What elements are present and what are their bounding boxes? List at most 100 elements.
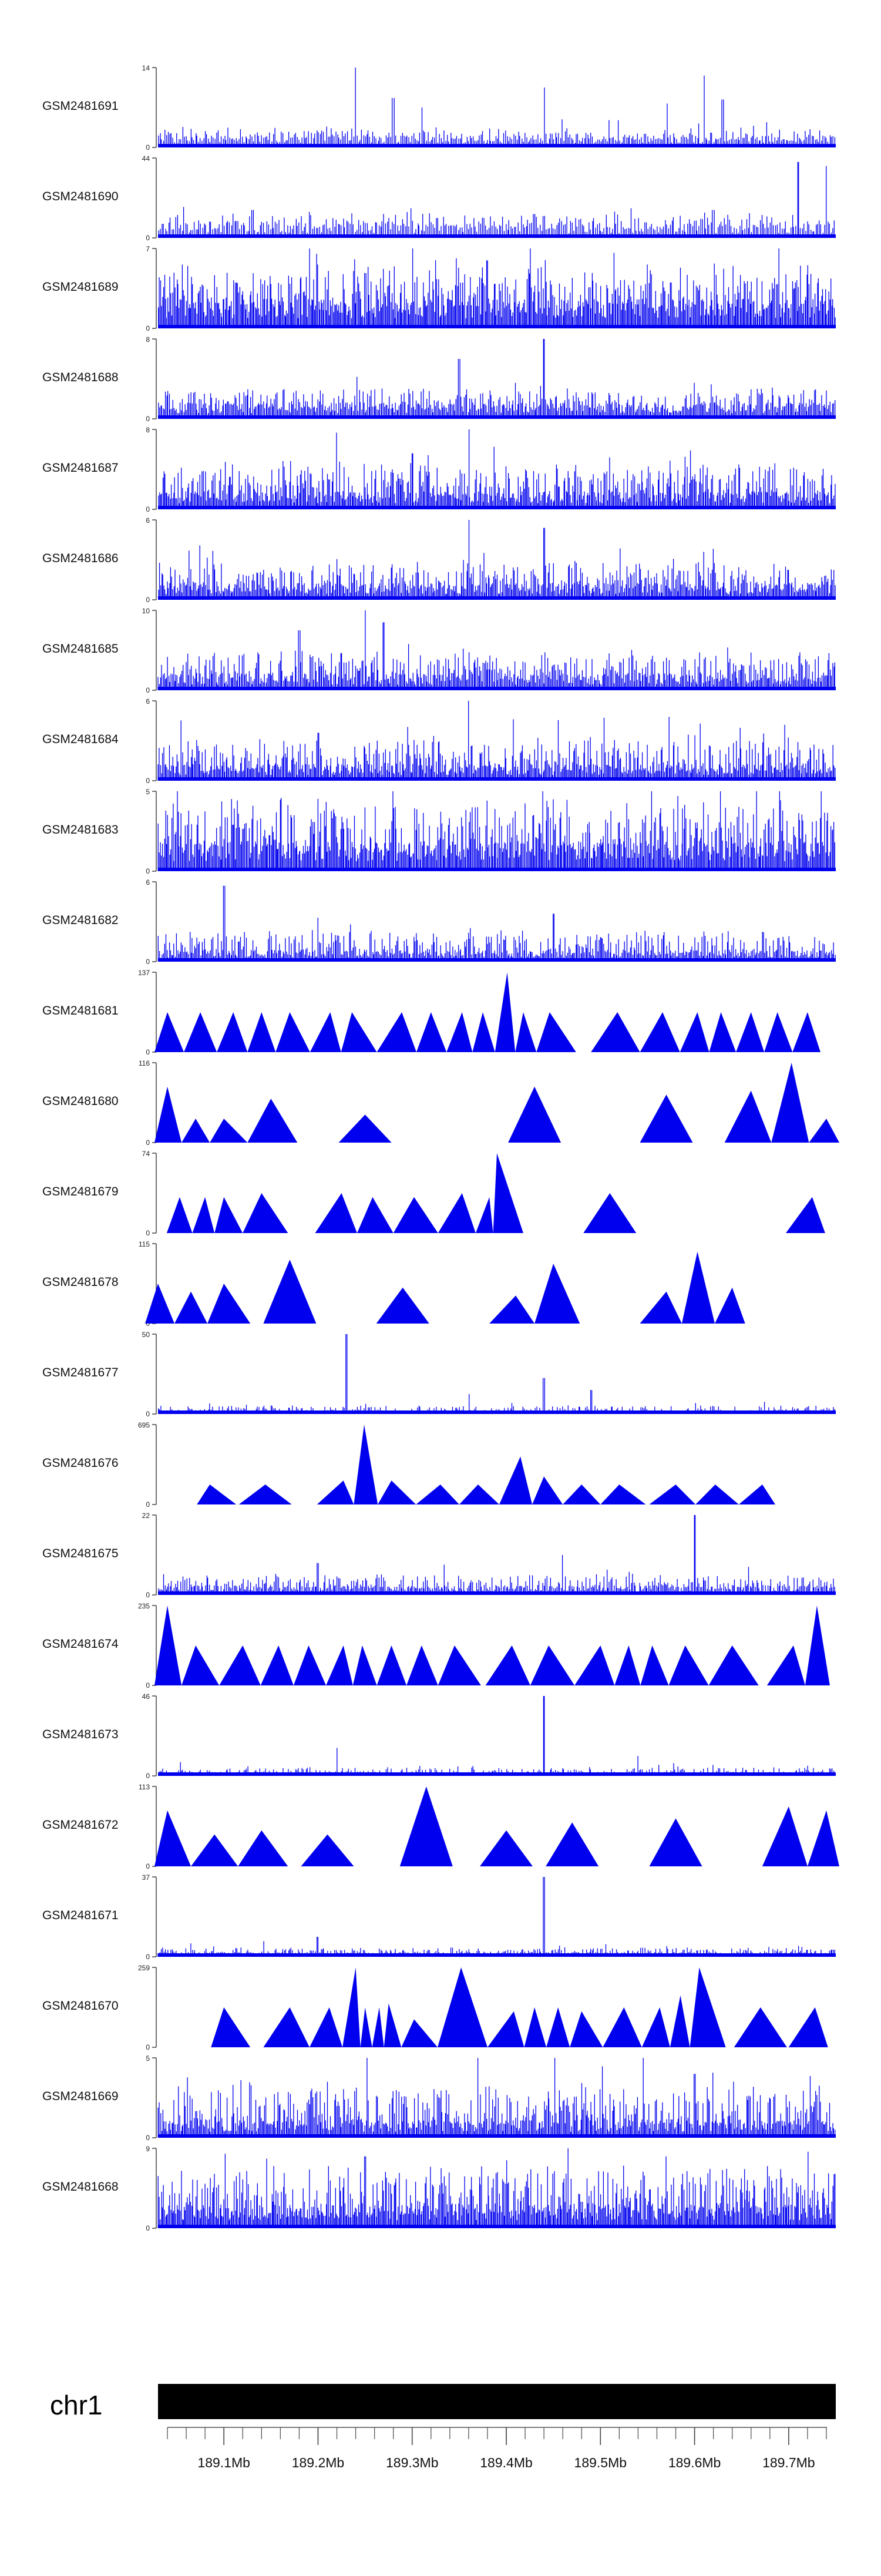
y-axis-min-label: 0 <box>146 1862 150 1870</box>
signal-bars <box>158 1334 835 1414</box>
signal-peak <box>807 1810 839 1866</box>
track-label: GSM2481669 <box>42 2090 119 2103</box>
signal-peak <box>217 1012 248 1052</box>
y-axis-max-label: 137 <box>138 969 150 977</box>
tick-label: 189.2Mb <box>292 2455 345 2470</box>
signal-peak <box>438 1193 476 1233</box>
signal-peak <box>603 2007 642 2047</box>
track-gsm2481684: GSM2481684 6 0 <box>42 697 836 785</box>
tick-label: 189.3Mb <box>386 2455 439 2470</box>
y-axis-max-label: 115 <box>139 1240 150 1248</box>
signal-baseline <box>158 2134 836 2138</box>
signal-baseline <box>158 144 836 147</box>
y-axis-max-label: 44 <box>142 155 150 163</box>
y-axis-min-label: 0 <box>146 415 150 423</box>
signal-peak <box>357 1197 394 1233</box>
y-axis-min-label: 0 <box>146 505 150 513</box>
signal-peak <box>378 1480 416 1504</box>
signal-bars <box>158 429 836 509</box>
signal-peak <box>401 2019 438 2047</box>
y-axis-min-label: 0 <box>146 2134 150 2142</box>
y-axis-max-label: 5 <box>146 788 150 796</box>
signal-peak <box>372 2007 384 2047</box>
y-axis-min-label: 0 <box>146 1681 150 1690</box>
track-gsm2481670: GSM2481670 259 0 <box>42 1964 828 2051</box>
track-gsm2481690: GSM2481690 44 0 <box>42 155 836 242</box>
signal-peak <box>376 1012 416 1052</box>
track-gsm2481679: GSM2481679 74 0 <box>42 1150 825 1237</box>
signal-bars <box>158 248 836 328</box>
chromosome-label: chr1 <box>50 2390 102 2420</box>
track-gsm2481688: GSM2481688 8 0 <box>42 335 836 423</box>
signal-baseline <box>158 777 836 781</box>
signal-baseline <box>158 868 836 871</box>
signal-bars <box>157 791 835 871</box>
signal-baseline <box>158 596 836 600</box>
y-axis-min-label: 0 <box>146 143 150 152</box>
track-gsm2481682: GSM2481682 6 0 <box>42 878 836 966</box>
signal-baseline <box>158 1772 836 1776</box>
tick-label: 189.6Mb <box>668 2455 721 2470</box>
track-label: GSM2481676 <box>42 1456 119 1470</box>
signal-peak <box>762 1806 808 1866</box>
signal-peak <box>472 1012 495 1052</box>
y-axis-max-label: 5 <box>146 2054 150 2063</box>
track-gsm2481687: GSM2481687 8 0 <box>42 426 836 513</box>
y-axis-max-label: 259 <box>138 1964 150 1972</box>
signal-peak <box>489 1295 535 1324</box>
signal-peak <box>243 1193 288 1233</box>
signal-peak <box>352 1645 377 1685</box>
track-label: GSM2481691 <box>42 99 119 113</box>
track-label: GSM2481671 <box>42 1909 119 1922</box>
signal-peak <box>771 1063 809 1143</box>
signal-peak <box>563 1485 601 1504</box>
track-gsm2481671: GSM2481671 37 0 <box>42 1873 836 1961</box>
signal-peak <box>574 1645 615 1685</box>
signal-peak <box>310 2007 343 2047</box>
signal-bars <box>157 610 835 690</box>
y-axis-min-label: 0 <box>146 1229 150 1237</box>
track-label: GSM2481672 <box>42 1818 119 1832</box>
track-label: GSM2481675 <box>42 1547 119 1560</box>
signal-peak <box>416 1012 447 1052</box>
signal-peak <box>734 2007 787 2047</box>
signal-peak <box>805 1606 830 1685</box>
signal-peak <box>499 1456 533 1504</box>
signal-baseline <box>158 687 836 690</box>
signal-peak <box>495 972 516 1052</box>
signal-peak <box>508 1086 561 1143</box>
track-label: GSM2481668 <box>42 2180 119 2194</box>
signal-peak <box>263 1260 317 1324</box>
signal-peak <box>534 1264 580 1324</box>
signal-bars <box>157 701 836 781</box>
signal-peak <box>493 1153 523 1233</box>
signal-peak <box>459 1485 499 1504</box>
y-axis-max-label: 74 <box>142 1150 150 1158</box>
signal-peak <box>614 1645 641 1685</box>
track-label: GSM2481681 <box>42 1004 119 1017</box>
y-axis-min-label: 0 <box>146 1591 150 1599</box>
signal-peak <box>275 1012 310 1052</box>
signal-peak <box>788 2007 828 2047</box>
signal-peak <box>145 1284 174 1324</box>
signal-peak <box>641 2007 670 2047</box>
signal-peak <box>530 1645 575 1685</box>
signal-peak <box>809 1119 839 1143</box>
signal-peak <box>326 1645 353 1685</box>
track-label: GSM2481689 <box>42 280 119 294</box>
signal-peak <box>376 1287 429 1324</box>
y-axis-max-label: 6 <box>146 516 150 525</box>
signal-peak <box>640 1094 693 1143</box>
signal-peak <box>487 2011 524 2047</box>
y-axis-min-label: 0 <box>146 2043 150 2051</box>
signal-peak <box>310 1012 341 1052</box>
signal-peak <box>600 1485 646 1504</box>
signal-peak <box>174 1291 208 1324</box>
signal-peak <box>293 1645 327 1685</box>
y-axis-max-label: 235 <box>138 1602 150 1610</box>
signal-peak <box>475 1197 493 1233</box>
signal-peak <box>583 1193 637 1233</box>
signal-peak <box>192 1197 215 1233</box>
